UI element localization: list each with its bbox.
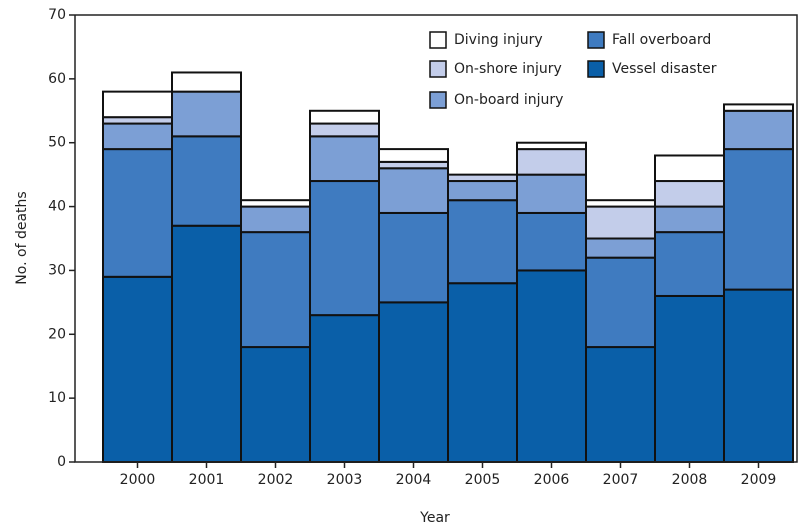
bar-segment bbox=[309, 314, 380, 463]
legend-swatch bbox=[429, 31, 447, 49]
bar-segment bbox=[378, 211, 449, 304]
legend-swatch bbox=[429, 91, 447, 109]
bar-segment bbox=[378, 167, 449, 214]
bar-segment bbox=[654, 231, 725, 297]
y-tick-label: 50 bbox=[48, 135, 66, 151]
legend-swatch bbox=[429, 60, 447, 78]
bar-segment bbox=[171, 90, 242, 138]
x-tick-label: 2008 bbox=[672, 472, 708, 488]
bar-segment bbox=[102, 275, 173, 464]
bar-segment bbox=[102, 122, 173, 151]
y-tick-label: 20 bbox=[48, 326, 66, 342]
bar-segment bbox=[309, 122, 380, 138]
bar-segment bbox=[378, 148, 449, 163]
y-tick-label: 70 bbox=[48, 7, 66, 23]
bar-segment bbox=[309, 109, 380, 125]
bar-segment bbox=[585, 346, 656, 463]
x-tick-label: 2004 bbox=[396, 472, 432, 488]
bar-segment bbox=[447, 199, 518, 285]
bar-segment bbox=[447, 173, 518, 183]
bar-segment bbox=[171, 135, 242, 227]
bar-segment bbox=[447, 180, 518, 202]
x-tick-label: 2000 bbox=[120, 472, 156, 488]
bar-segment bbox=[654, 154, 725, 183]
y-tick-label: 40 bbox=[48, 199, 66, 215]
bar-segment bbox=[102, 90, 173, 119]
legend-label: Fall overboard bbox=[612, 32, 711, 48]
legend-label: Vessel disaster bbox=[612, 61, 717, 77]
y-tick-label: 30 bbox=[48, 262, 66, 278]
y-tick-label: 60 bbox=[48, 71, 66, 87]
bar-segment bbox=[723, 288, 794, 464]
bar-segment bbox=[516, 141, 587, 151]
x-axis-label: Year bbox=[419, 510, 450, 526]
bar-segment bbox=[516, 173, 587, 214]
bar-segment bbox=[309, 180, 380, 317]
legend-label: Diving injury bbox=[454, 32, 543, 48]
bar-segment bbox=[654, 180, 725, 208]
x-tick-label: 2009 bbox=[741, 472, 777, 488]
y-tick-label: 10 bbox=[48, 390, 66, 406]
bar-segment bbox=[723, 109, 794, 151]
x-tick-label: 2005 bbox=[465, 472, 501, 488]
bar-segment bbox=[240, 205, 311, 234]
y-tick-label: 0 bbox=[57, 454, 66, 470]
legend-swatch bbox=[587, 60, 605, 78]
legend-label: On-board injury bbox=[454, 92, 563, 108]
bar-segment bbox=[585, 237, 656, 259]
x-tick-label: 2003 bbox=[327, 472, 363, 488]
bar-segment bbox=[171, 71, 242, 93]
bar-segment bbox=[240, 199, 311, 208]
bar-segment bbox=[516, 269, 587, 463]
bar-segment bbox=[378, 301, 449, 463]
x-tick-label: 2001 bbox=[189, 472, 225, 488]
bar-segment bbox=[447, 282, 518, 464]
legend-swatch bbox=[587, 31, 605, 49]
bar-segment bbox=[516, 211, 587, 272]
bar-segment bbox=[309, 135, 380, 183]
legend-label: On-shore injury bbox=[454, 61, 562, 77]
axes bbox=[74, 14, 798, 463]
x-tick-label: 2006 bbox=[534, 472, 570, 488]
bar-segment bbox=[516, 148, 587, 176]
bar-segment bbox=[585, 205, 656, 240]
bar-segment bbox=[585, 256, 656, 349]
bar-segment bbox=[723, 103, 794, 112]
bar-segment bbox=[240, 346, 311, 463]
bar-segment bbox=[102, 148, 173, 278]
x-tick-label: 2007 bbox=[603, 472, 639, 488]
bar-segment bbox=[585, 199, 656, 208]
bar-segment bbox=[171, 224, 242, 463]
bar-segment bbox=[654, 205, 725, 234]
bar-segment bbox=[723, 148, 794, 291]
bar-segment bbox=[240, 231, 311, 349]
x-tick-label: 2002 bbox=[258, 472, 294, 488]
bar-segment bbox=[654, 294, 725, 463]
y-axis-label: No. of deaths bbox=[14, 191, 30, 284]
